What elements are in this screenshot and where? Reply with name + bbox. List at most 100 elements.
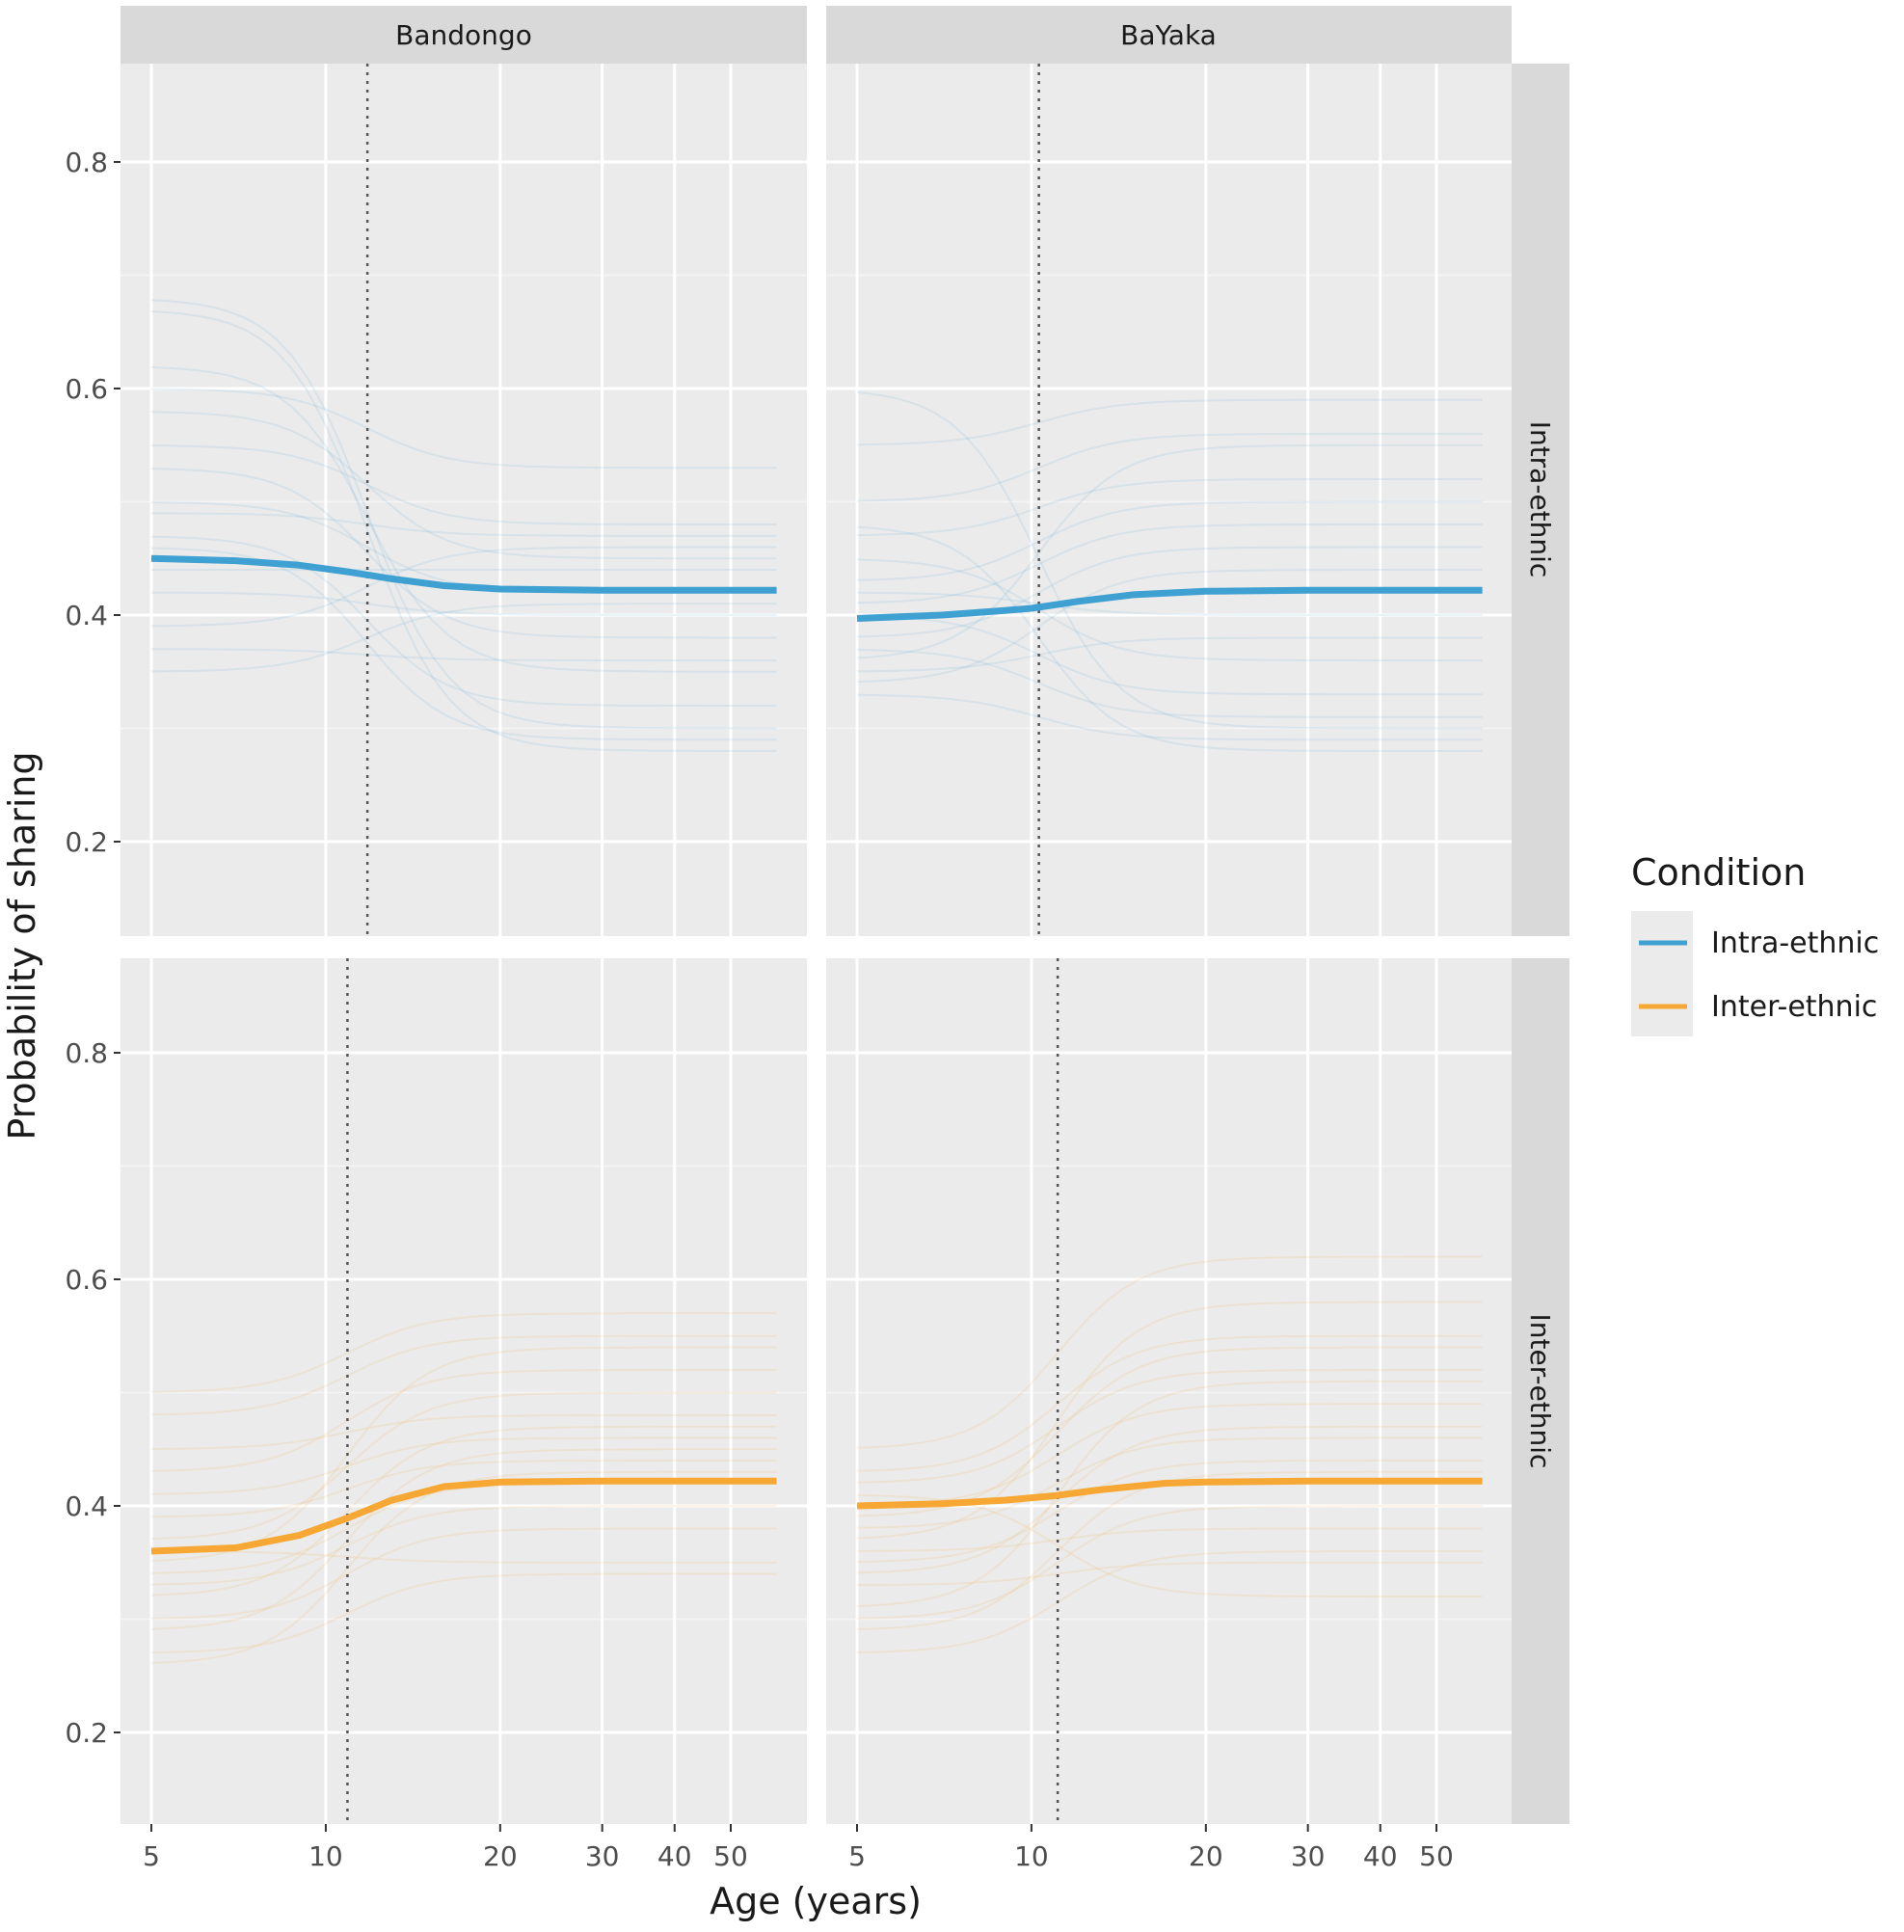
posterior-sample-line xyxy=(150,1414,777,1450)
mean-line xyxy=(150,554,777,594)
x-tick-label: 40 xyxy=(1363,1840,1398,1872)
posterior-sample-line xyxy=(856,636,1483,673)
mean-line xyxy=(150,1477,777,1555)
posterior-sample-line xyxy=(856,525,1483,752)
y-tick-label: 0.2 xyxy=(65,1717,108,1749)
posterior-sample-line xyxy=(150,1436,777,1495)
posterior-sample-line xyxy=(151,648,777,661)
panel-background xyxy=(826,958,1512,1824)
posterior-sample-line xyxy=(856,1550,1483,1653)
x-tick-label: 5 xyxy=(143,1840,160,1872)
x-tick-label: 10 xyxy=(1014,1840,1049,1872)
posterior-sample-line xyxy=(856,1436,1483,1529)
posterior-sample-line xyxy=(150,1425,777,1597)
y-tick-label: 0.2 xyxy=(65,826,108,858)
posterior-sample-line xyxy=(150,299,777,730)
posterior-sample-line xyxy=(856,478,1483,537)
x-axis-title: Age (years) xyxy=(710,1880,922,1922)
posterior-sample-line xyxy=(150,444,777,525)
panel-background xyxy=(121,64,807,936)
strip-col-bandongo: Bandongo xyxy=(395,19,532,51)
posterior-sample-line xyxy=(150,388,777,470)
strip-row-inter-bg xyxy=(1512,958,1569,1824)
legend-key-bg xyxy=(1631,911,1693,1036)
strip-col-bayaka: BaYaka xyxy=(1120,19,1217,51)
posterior-sample-line xyxy=(150,547,777,741)
legend-title: Condition xyxy=(1631,851,1806,894)
posterior-sample-line xyxy=(150,366,777,673)
y-tick-label: 0.8 xyxy=(65,1037,108,1069)
posterior-sample-line xyxy=(856,523,1483,604)
posterior-sample-line xyxy=(856,569,1483,684)
panel-background xyxy=(121,958,807,1824)
legend-label-inter: Inter-ethnic xyxy=(1711,990,1877,1024)
posterior-sample-line xyxy=(856,1425,1483,1574)
panel-bayaka-intra xyxy=(826,64,1512,936)
posterior-sample-line xyxy=(150,1527,777,1620)
posterior-sample-line xyxy=(856,558,1483,661)
posterior-sample-line xyxy=(150,1369,777,1472)
y-tick-label: 0.8 xyxy=(65,147,108,178)
posterior-sample-line xyxy=(150,1460,777,1518)
posterior-sample-line xyxy=(856,1561,1483,1587)
y-tick-label: 0.6 xyxy=(65,1264,108,1296)
posterior-sample-line xyxy=(856,390,1483,730)
mean-line xyxy=(856,1477,1483,1510)
axes: 0.2 0.4 0.6 0.8 0.2 0.4 0.6 0.8 5 10 20 30 40 50 5 10 20… xyxy=(65,147,1453,1872)
posterior-sample-line xyxy=(150,535,777,707)
panel-bayaka-inter xyxy=(826,958,1512,1824)
posterior-sample-line xyxy=(151,512,777,537)
x-tick-label: 30 xyxy=(585,1840,620,1872)
strip-col-bandongo-bg xyxy=(121,6,807,64)
posterior-sample-line xyxy=(151,1550,777,1564)
posterior-sample-line xyxy=(856,1460,1483,1563)
y-tick-label: 0.6 xyxy=(65,373,108,405)
x-tick-label: 50 xyxy=(1419,1840,1454,1872)
posterior-sample-line xyxy=(856,1380,1483,1608)
posterior-sample-line xyxy=(150,1391,777,1540)
x-tick-label: 20 xyxy=(483,1840,518,1872)
posterior-sample-line xyxy=(150,411,777,560)
posterior-sample-line xyxy=(856,1301,1483,1540)
posterior-sample-line xyxy=(856,433,1483,502)
x-tick-label: 30 xyxy=(1291,1840,1326,1872)
posterior-sample-line xyxy=(856,443,1483,659)
posterior-sample-line xyxy=(150,468,777,639)
posterior-sample-line xyxy=(150,603,777,673)
strip-row-intra-bg xyxy=(1512,64,1569,936)
posterior-sample-line xyxy=(856,1369,1483,1484)
posterior-sample-line xyxy=(856,500,1483,581)
panels xyxy=(121,64,1512,1824)
posterior-sample-line xyxy=(150,1312,777,1393)
posterior-sample-line xyxy=(150,1448,777,1630)
y-axis-title: Probability of sharing xyxy=(1,751,43,1140)
mean-line xyxy=(856,586,1483,622)
strip-row-inter: Inter-ethnic xyxy=(1524,1314,1556,1469)
legend-label-intra: Intra-ethnic xyxy=(1711,926,1879,960)
panel-bandongo-intra xyxy=(121,64,807,936)
facet-strips: Bandongo BaYaka Intra-ethnic Inter-ethni… xyxy=(121,6,1569,1824)
posterior-sample-line xyxy=(856,398,1483,446)
posterior-sample-line xyxy=(856,591,1483,616)
strip-col-bayaka-bg xyxy=(826,6,1512,64)
posterior-sample-line xyxy=(150,1572,777,1654)
posterior-sample-line xyxy=(150,310,777,752)
y-tick-label: 0.4 xyxy=(65,600,108,631)
x-tick-label: 5 xyxy=(848,1840,866,1872)
posterior-sample-line xyxy=(150,591,777,616)
x-tick-label: 20 xyxy=(1189,1840,1223,1872)
x-tick-label: 50 xyxy=(713,1840,748,1872)
panel-background xyxy=(826,64,1512,936)
strip-row-intra: Intra-ethnic xyxy=(1524,421,1556,578)
posterior-sample-line xyxy=(856,693,1483,741)
posterior-sample-line xyxy=(856,614,1483,696)
x-tick-label: 10 xyxy=(308,1840,343,1872)
y-tick-label: 0.4 xyxy=(65,1490,108,1522)
posterior-sample-line xyxy=(856,1505,1483,1620)
legend: Condition Intra-ethnic Inter-ethnic xyxy=(1631,851,1879,1036)
posterior-sample-line xyxy=(857,1527,1483,1552)
posterior-sample-line xyxy=(856,649,1483,718)
posterior-sample-line xyxy=(856,1255,1483,1449)
posterior-sample-line xyxy=(856,1403,1483,1507)
